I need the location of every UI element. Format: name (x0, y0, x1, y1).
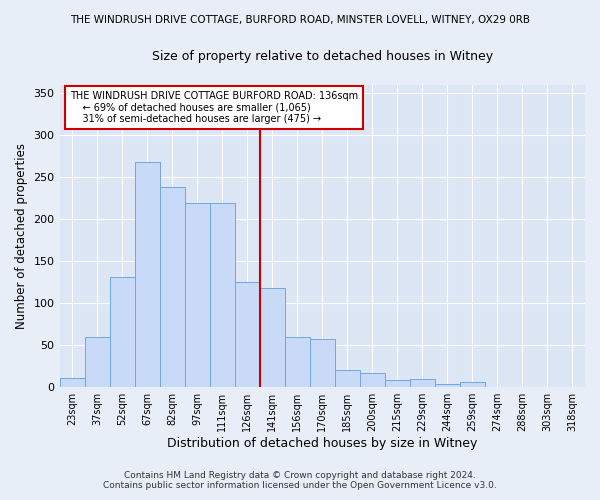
Text: Contains HM Land Registry data © Crown copyright and database right 2024.
Contai: Contains HM Land Registry data © Crown c… (103, 470, 497, 490)
Bar (134, 162, 160, 387)
Bar (260, 288, 285, 387)
Text: THE WINDRUSH DRIVE COTTAGE, BURFORD ROAD, MINSTER LOVELL, WITNEY, OX29 0RB: THE WINDRUSH DRIVE COTTAGE, BURFORD ROAD… (70, 15, 530, 25)
Bar (285, 337, 310, 387)
Bar (385, 380, 410, 387)
Bar (310, 340, 335, 387)
Bar (235, 282, 260, 387)
Bar (360, 373, 385, 387)
Text: THE WINDRUSH DRIVE COTTAGE BURFORD ROAD: 136sqm
    ← 69% of detached houses are: THE WINDRUSH DRIVE COTTAGE BURFORD ROAD:… (70, 91, 358, 124)
Bar (209, 204, 235, 387)
Bar (59, 378, 85, 387)
Bar (410, 379, 435, 387)
X-axis label: Distribution of detached houses by size in Witney: Distribution of detached houses by size … (167, 437, 478, 450)
Bar (110, 277, 134, 387)
Bar (185, 204, 209, 387)
Bar (335, 370, 360, 387)
Bar (160, 188, 185, 387)
Bar (85, 337, 110, 387)
Title: Size of property relative to detached houses in Witney: Size of property relative to detached ho… (152, 50, 493, 63)
Bar (435, 384, 460, 387)
Y-axis label: Number of detached properties: Number of detached properties (15, 143, 28, 329)
Bar (460, 382, 485, 387)
